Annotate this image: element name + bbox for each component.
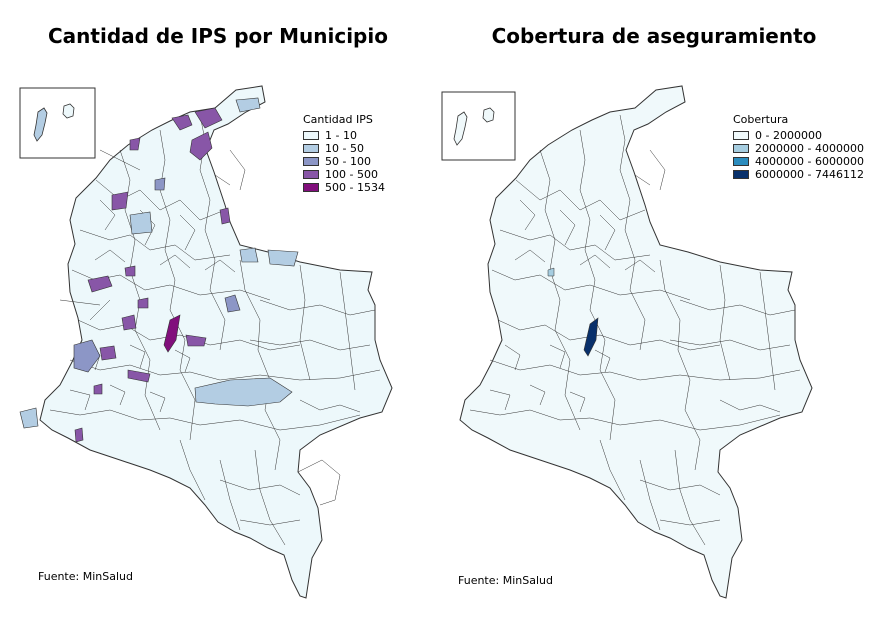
legend-label: 1 - 10 [325, 129, 357, 142]
legend-swatch [733, 144, 749, 153]
legend-swatch [733, 131, 749, 140]
legend-item: 10 - 50 [303, 142, 385, 155]
legend-swatch [303, 144, 319, 153]
highlighted-municipality [583, 317, 599, 357]
legend-item: 500 - 1534 [303, 181, 385, 194]
legend-label: 50 - 100 [325, 155, 371, 168]
legend-swatch [733, 170, 749, 179]
legend-label: 6000000 - 7446112 [755, 168, 864, 181]
legend-item: 100 - 500 [303, 168, 385, 181]
legend-item: 6000000 - 7446112 [733, 168, 864, 181]
municipal-borders [49, 114, 381, 546]
map-panel-ips: Cantidad de IPS por Municipio [19, 24, 393, 599]
country-outline [459, 85, 813, 599]
highlighted-municipalities [19, 97, 299, 443]
colombia-map-ips [19, 85, 393, 599]
municipal-borders [469, 114, 801, 546]
legend-item: 4000000 - 6000000 [733, 155, 864, 168]
legend-swatch [303, 183, 319, 192]
legend-label: 0 - 2000000 [755, 129, 822, 142]
legend-swatch [303, 131, 319, 140]
legend-title: Cobertura [733, 113, 789, 126]
legend-swatch [303, 170, 319, 179]
legend-label: 100 - 500 [325, 168, 378, 181]
legend-item: 1 - 10 [303, 129, 385, 142]
map-panel-cobertura: Cobertura de aseguramiento [436, 0, 872, 634]
colombia-map-cobertura [441, 85, 813, 599]
legend-item: 50 - 100 [303, 155, 385, 168]
source-note: Fuente: MinSalud [458, 574, 553, 587]
legend-label: 10 - 50 [325, 142, 364, 155]
legend-cobertura: Cobertura 0 - 2000000 2000000 - 4000000 … [733, 113, 864, 181]
legend-item: 2000000 - 4000000 [733, 142, 864, 155]
legend-item: 0 - 2000000 [733, 129, 864, 142]
source-note: Fuente: MinSalud [38, 570, 133, 583]
map-title: Cantidad de IPS por Municipio [48, 24, 388, 48]
legend-swatch [303, 157, 319, 166]
legend-ips: Cantidad IPS 1 - 10 10 - 50 50 - 100 100… [303, 113, 385, 194]
legend-label: 4000000 - 6000000 [755, 155, 864, 168]
highlighted-municipality [547, 267, 555, 277]
legend-swatch [733, 157, 749, 166]
legend-title: Cantidad IPS [303, 113, 373, 126]
inset-san-andres [19, 87, 96, 159]
legend-label: 500 - 1534 [325, 181, 385, 194]
map-title: Cobertura de aseguramiento [491, 24, 817, 48]
legend-label: 2000000 - 4000000 [755, 142, 864, 155]
inset-san-andres [441, 91, 516, 161]
